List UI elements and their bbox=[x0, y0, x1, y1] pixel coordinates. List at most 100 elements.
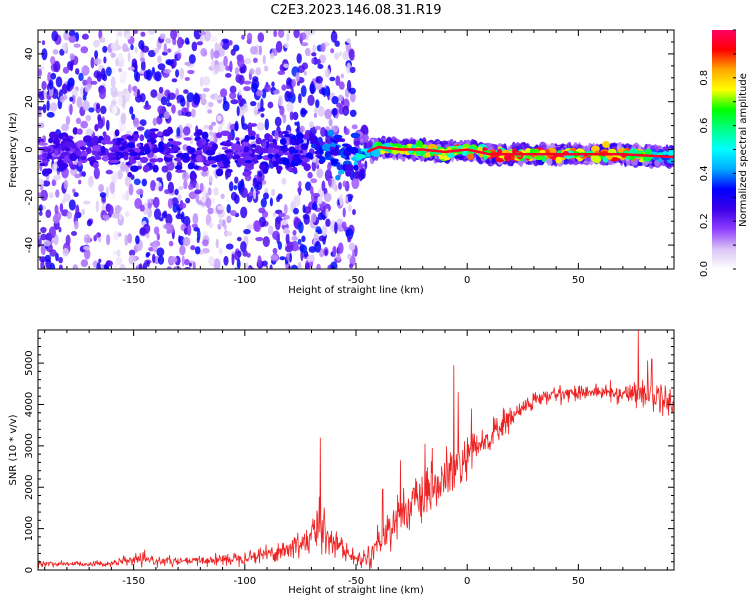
spectral-blob bbox=[309, 84, 315, 95]
spectral-ridge-blob bbox=[100, 145, 106, 154]
spectral-blob bbox=[313, 232, 319, 244]
spectral-blob bbox=[49, 249, 57, 257]
spectral-blob bbox=[153, 208, 162, 220]
spectral-blob bbox=[135, 71, 141, 83]
spectral-blob bbox=[112, 105, 118, 115]
spectral-ridge-blob bbox=[265, 141, 270, 150]
spectral-blob bbox=[65, 115, 71, 125]
spectral-blob bbox=[87, 176, 94, 188]
spectral-blob bbox=[183, 179, 188, 190]
snr-line bbox=[38, 330, 674, 570]
spectral-blob bbox=[119, 71, 128, 83]
spectral-ridge-blob bbox=[360, 148, 369, 152]
spectral-blob bbox=[243, 80, 252, 85]
spectral-ridge-blob bbox=[49, 131, 58, 139]
spectral-blob bbox=[38, 106, 44, 111]
spectral-blob bbox=[331, 96, 339, 105]
spectral-blob bbox=[325, 218, 331, 227]
spectral-blob bbox=[223, 224, 227, 230]
spectral-ridge-blob bbox=[38, 142, 48, 146]
spectral-blob bbox=[128, 249, 136, 257]
spectral-blob bbox=[297, 238, 302, 245]
spectral-blob bbox=[351, 177, 360, 190]
spectral-blob bbox=[136, 88, 141, 99]
spectral-ridge-blob bbox=[220, 130, 231, 137]
spectral-ridge-blob bbox=[262, 142, 267, 147]
spectral-blob bbox=[154, 47, 160, 54]
spectral-blob bbox=[336, 253, 341, 262]
spectral-blob bbox=[251, 82, 258, 93]
spectral-blob bbox=[119, 263, 126, 269]
spectral-ridge-blob bbox=[327, 129, 335, 137]
spectral-blob bbox=[216, 115, 222, 122]
spectral-ridge-blob bbox=[530, 148, 536, 155]
spectral-blob bbox=[299, 244, 308, 253]
colorbar-gradient bbox=[712, 30, 736, 269]
spectral-blob bbox=[218, 248, 223, 255]
spectral-blob bbox=[214, 64, 221, 73]
spectral-blob bbox=[41, 80, 47, 91]
spectral-ridge-blob bbox=[94, 124, 99, 132]
spectral-ridge-blob bbox=[39, 162, 46, 167]
spectral-blob bbox=[98, 258, 102, 263]
spectral-blob bbox=[269, 197, 273, 207]
spectral-ridge-blob bbox=[69, 164, 77, 170]
spectral-blob bbox=[170, 30, 178, 40]
spectral-blob bbox=[41, 40, 46, 46]
spectral-blob bbox=[83, 200, 91, 205]
spectral-blob bbox=[205, 197, 212, 209]
y-tick-label: 0 bbox=[24, 567, 35, 573]
spectral-blob bbox=[249, 68, 255, 75]
spectral-ridge-blob bbox=[281, 158, 290, 166]
x-tick-label: -50 bbox=[348, 275, 364, 286]
spectral-ridge-blob bbox=[215, 168, 224, 177]
snr-plot-area bbox=[38, 330, 674, 570]
spectral-blob bbox=[191, 223, 198, 228]
spectral-ridge-blob bbox=[126, 135, 135, 140]
spectral-blob bbox=[234, 250, 241, 261]
spectral-blob bbox=[51, 30, 59, 42]
spectral-blob bbox=[248, 191, 254, 197]
spectral-blob bbox=[349, 66, 356, 74]
spectral-ridge-blob bbox=[201, 165, 209, 172]
spectral-ridge-blob bbox=[283, 147, 289, 153]
spectral-blob bbox=[302, 204, 306, 213]
spectral-blob bbox=[188, 184, 194, 190]
spectral-ridge-blob bbox=[335, 174, 341, 181]
spectral-ridge-blob bbox=[64, 155, 69, 163]
spectral-ridge-blob bbox=[201, 131, 209, 140]
spectral-blob bbox=[293, 30, 300, 39]
spectral-blob bbox=[338, 94, 344, 102]
spectral-ridge-blob bbox=[281, 130, 290, 135]
spectral-blob bbox=[199, 182, 204, 193]
spectral-ridge-blob bbox=[201, 138, 207, 145]
spectral-blob bbox=[171, 197, 179, 206]
spectral-blob bbox=[230, 99, 239, 105]
spectral-ridge-blob bbox=[631, 148, 638, 155]
spectral-blob bbox=[158, 86, 164, 94]
spectral-blob bbox=[347, 195, 353, 203]
spectral-blob bbox=[330, 30, 338, 43]
spectral-blob bbox=[90, 80, 98, 85]
spectral-blob bbox=[199, 76, 204, 88]
spectral-ridge-blob bbox=[102, 154, 109, 162]
spectral-blob bbox=[129, 106, 134, 115]
spectral-blob bbox=[192, 261, 196, 269]
spectral-blob bbox=[330, 261, 338, 269]
spectral-blob bbox=[53, 174, 62, 180]
spectral-blob bbox=[290, 87, 294, 96]
spectral-blob bbox=[262, 236, 270, 248]
spectral-blob bbox=[45, 258, 52, 269]
spectral-blob bbox=[106, 119, 110, 131]
spectral-ridge-blob bbox=[222, 158, 231, 166]
spectral-ridge-blob bbox=[142, 164, 150, 173]
spectral-ridge-blob bbox=[79, 146, 87, 151]
spectral-ridge-blob bbox=[295, 138, 302, 145]
spectral-blob bbox=[156, 177, 163, 182]
spectral-blob bbox=[52, 49, 59, 55]
spectral-ridge-blob bbox=[156, 157, 164, 163]
spectral-blob bbox=[325, 208, 329, 217]
spectral-blob bbox=[323, 192, 332, 202]
spectral-blob bbox=[229, 60, 233, 73]
spectral-ridge-blob bbox=[467, 152, 474, 160]
